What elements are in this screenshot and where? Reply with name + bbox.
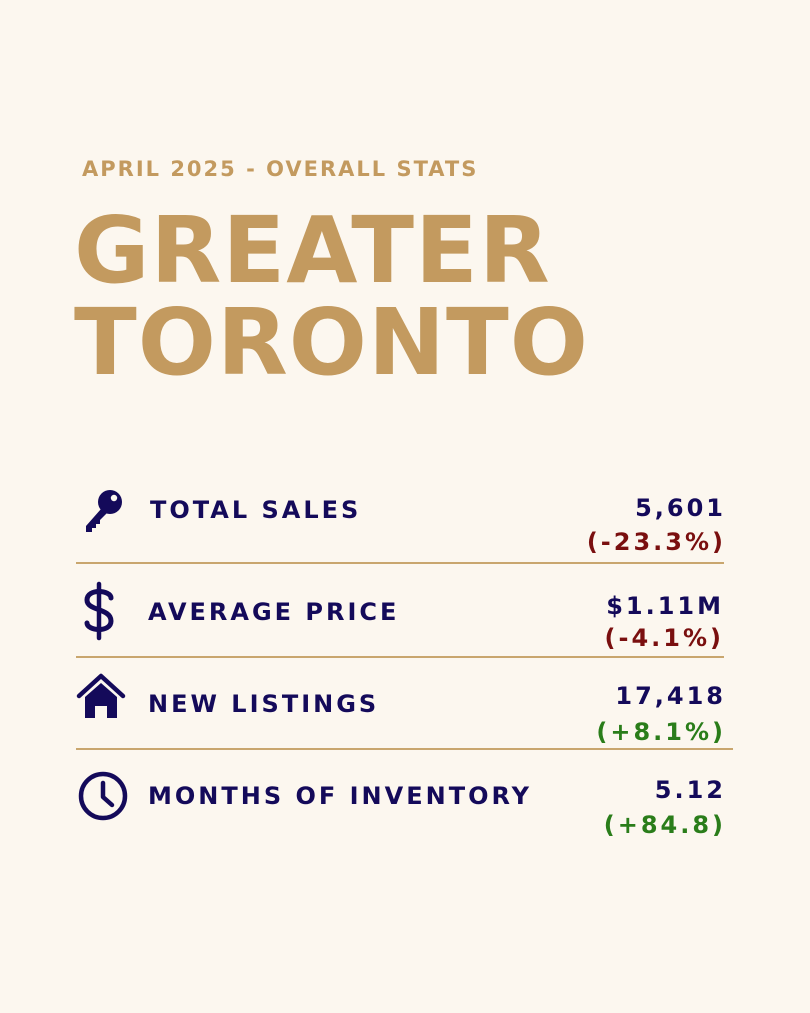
dollar-icon [82,580,116,646]
stat-value: $1.11M [606,592,724,620]
title-line-2: TORONTO [74,289,589,396]
stat-label: TOTAL SALES [150,496,362,524]
key-icon [80,488,126,538]
stat-change: (+8.1%) [596,718,726,746]
stat-value: 5,601 [635,494,726,522]
clock-icon [77,770,129,826]
title-line-1: GREATER [74,197,551,304]
stat-value: 17,418 [615,682,726,710]
page-title: GREATER TORONTO [74,205,589,389]
stat-change: (+84.8) [603,811,726,839]
stat-change: (-4.1%) [604,624,724,652]
stat-label: NEW LISTINGS [148,690,380,718]
divider [76,748,733,750]
stat-label: MONTHS OF INVENTORY [148,782,533,810]
divider [76,562,724,564]
stat-change: (-23.3%) [586,528,726,556]
subtitle: APRIL 2025 - OVERALL STATS [82,157,479,181]
stat-label: AVERAGE PRICE [148,598,400,626]
divider [76,656,724,658]
stat-value: 5.12 [654,776,726,804]
house-icon [76,672,126,724]
